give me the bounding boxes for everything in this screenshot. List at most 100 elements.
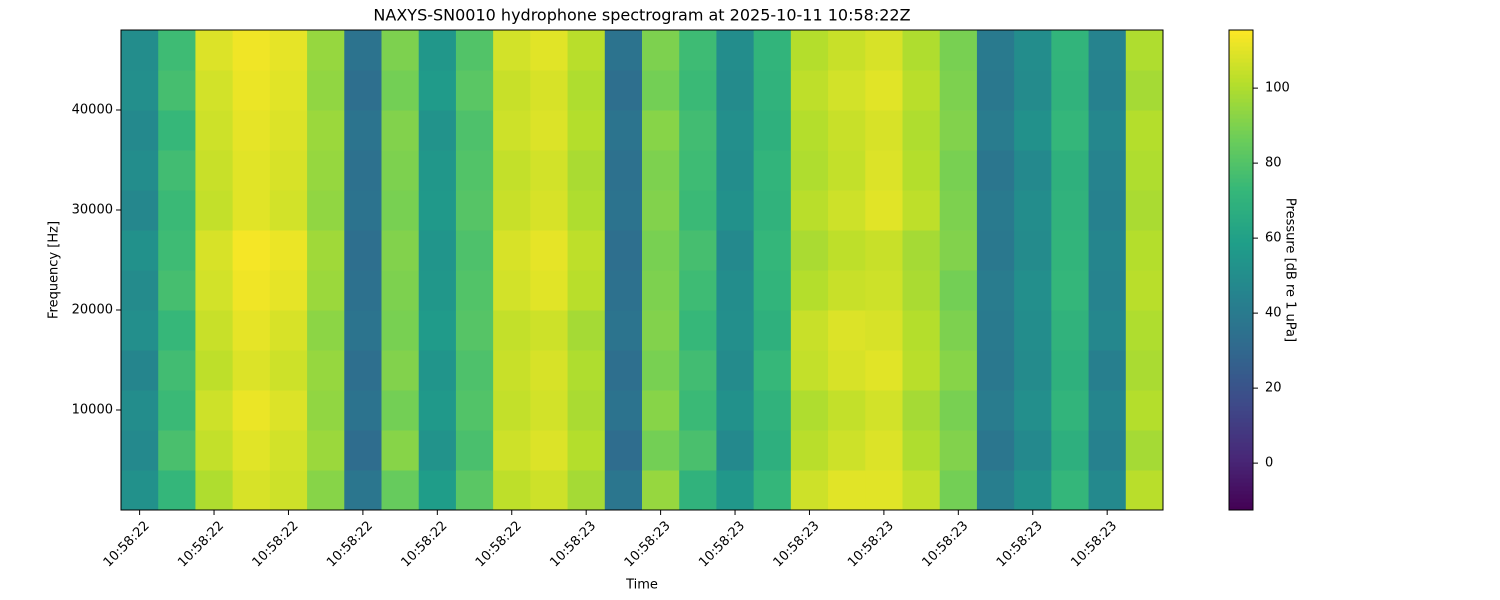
colorbar-segment (1229, 54, 1253, 59)
cell (679, 230, 717, 271)
cell (642, 350, 680, 391)
colorbar-segment (1229, 362, 1253, 367)
colorbar-segment (1229, 290, 1253, 295)
cell (307, 110, 345, 151)
cell (604, 70, 643, 111)
cell (307, 270, 345, 311)
cell (455, 390, 494, 431)
colorbar-segment (1229, 134, 1253, 139)
colorbar-segment (1229, 242, 1253, 247)
cell (567, 430, 606, 471)
x-tick-label: 10:58:22 (324, 518, 376, 570)
colorbar-segment (1229, 30, 1253, 35)
cell (865, 110, 903, 151)
cell (642, 230, 680, 271)
colorbar-segment (1229, 454, 1253, 459)
cell (716, 310, 755, 351)
cell (307, 430, 345, 471)
cell (976, 150, 1015, 191)
cell (418, 470, 457, 511)
cell (232, 110, 271, 151)
cell (1125, 110, 1164, 151)
cell (381, 230, 420, 271)
cell (307, 30, 345, 71)
colorbar-segment (1229, 294, 1253, 299)
cell (195, 110, 234, 151)
colorbar-segment (1229, 130, 1253, 135)
cell (269, 350, 308, 391)
cell (1051, 310, 1090, 351)
colorbar-segment (1229, 202, 1253, 207)
cell (418, 190, 457, 231)
cell (1051, 190, 1090, 231)
cell (1125, 350, 1164, 391)
cell (1088, 270, 1127, 311)
cell (1088, 350, 1127, 391)
colorbar-segment (1229, 386, 1253, 391)
colorbar-segment (1229, 382, 1253, 387)
colorbar-segment (1229, 374, 1253, 379)
colorbar-segment (1229, 418, 1253, 423)
cell (307, 150, 345, 191)
colorbar-tick-label: 40 (1265, 306, 1282, 321)
colorbar-segment (1229, 458, 1253, 463)
colorbar-segment (1229, 82, 1253, 87)
cell (828, 310, 866, 351)
cell (121, 70, 159, 111)
cell (1051, 470, 1090, 511)
cell (455, 430, 494, 471)
cell (455, 310, 494, 351)
colorbar-segment (1229, 182, 1253, 187)
colorbar-segment (1229, 490, 1253, 495)
x-tick-label: 10:58:23 (771, 518, 823, 570)
cell (158, 470, 196, 511)
colorbar-segment (1229, 346, 1253, 351)
cell (1088, 470, 1127, 511)
cell (1014, 30, 1052, 71)
x-tick-label: 10:58:22 (473, 518, 525, 570)
cell (307, 230, 345, 271)
cell (828, 470, 866, 511)
cell (716, 190, 755, 231)
cell (790, 30, 829, 71)
cell (158, 270, 196, 311)
cell (567, 30, 606, 71)
cell (158, 70, 196, 111)
colorbar-segment (1229, 506, 1253, 511)
cell (604, 270, 643, 311)
cell (828, 30, 866, 71)
cell (902, 150, 941, 191)
cell (344, 190, 382, 231)
cell (195, 310, 234, 351)
cell (344, 310, 382, 351)
cell (269, 70, 308, 111)
cell (753, 30, 792, 71)
x-tick-label: 10:58:22 (175, 518, 227, 570)
colorbar-segment (1229, 330, 1253, 335)
cell (1014, 350, 1052, 391)
colorbar-segment (1229, 122, 1253, 127)
cell (642, 30, 680, 71)
colorbar-segment (1229, 246, 1253, 251)
colorbar-segment (1229, 210, 1253, 215)
colorbar-segment (1229, 438, 1253, 443)
colorbar-segment (1229, 62, 1253, 67)
cell (418, 350, 457, 391)
cell (976, 270, 1015, 311)
colorbar-segment (1229, 190, 1253, 195)
cell (642, 470, 680, 511)
cell (939, 390, 978, 431)
cell (158, 110, 196, 151)
cell (902, 230, 941, 271)
cell (976, 390, 1015, 431)
cell (418, 30, 457, 71)
colorbar-segment (1229, 350, 1253, 355)
cell (828, 270, 866, 311)
cell (344, 270, 382, 311)
y-tick-label: 20000 (72, 303, 113, 318)
cell (344, 110, 382, 151)
x-tick-label: 10:58:23 (696, 518, 748, 570)
colorbar-segment (1229, 434, 1253, 439)
x-tick-label: 10:58:23 (994, 518, 1046, 570)
cell (381, 190, 420, 231)
